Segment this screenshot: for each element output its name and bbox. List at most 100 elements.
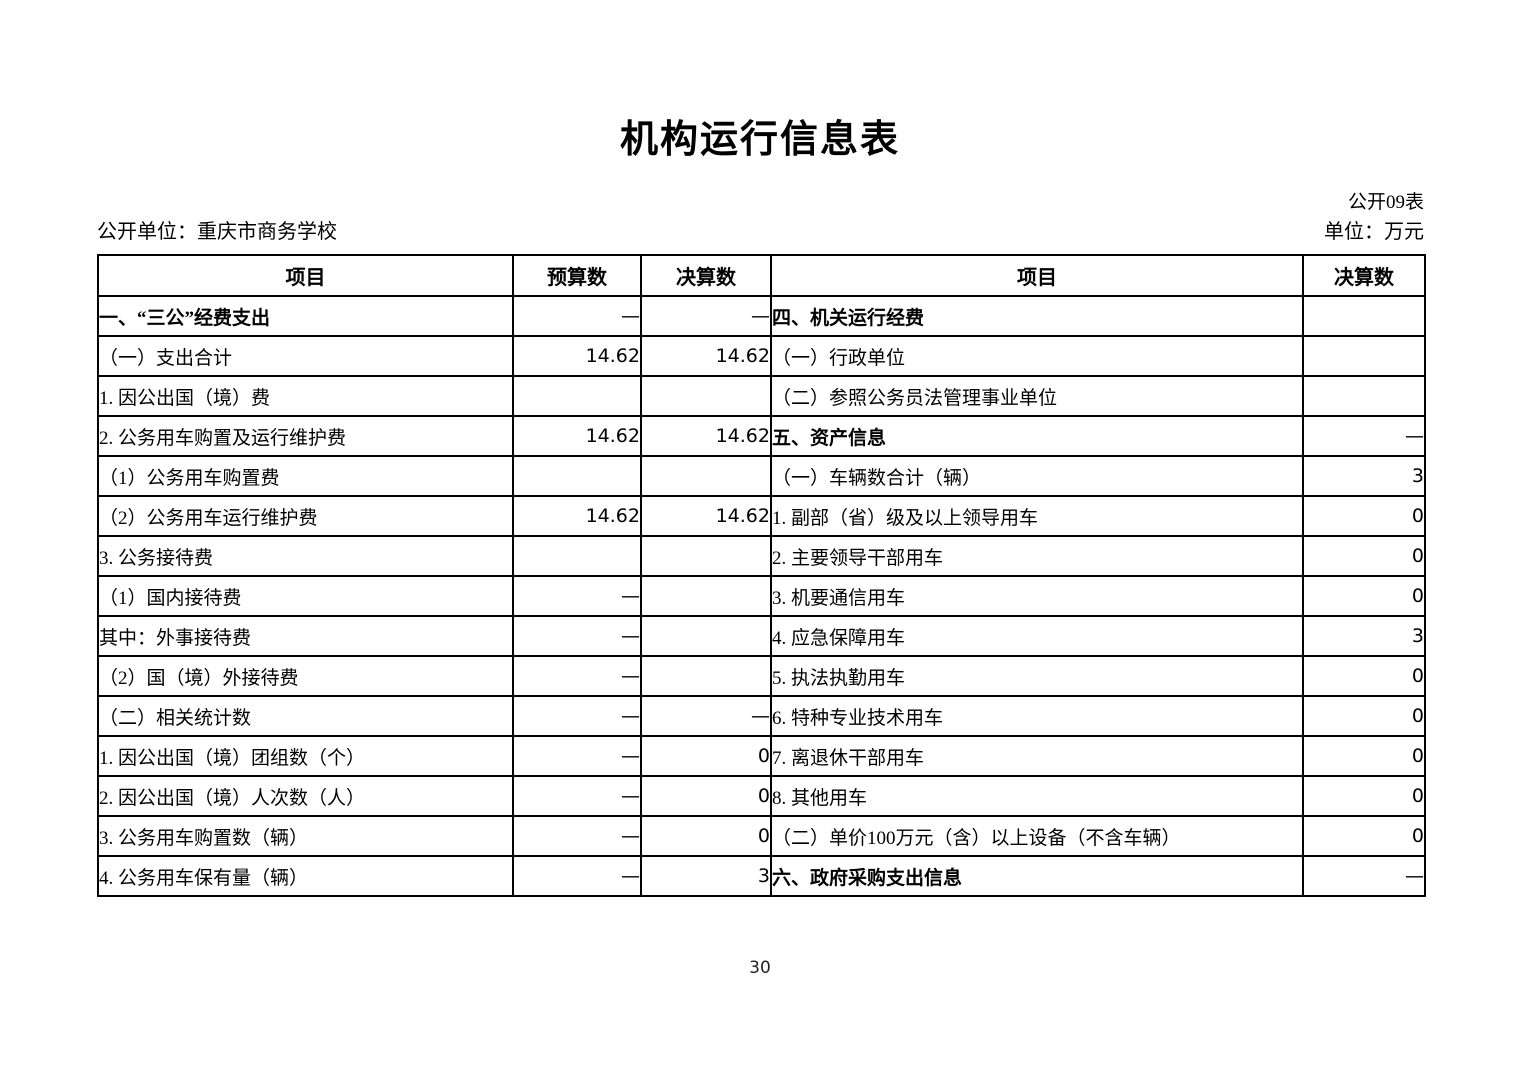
right-item-cell: 1. 副部（省）级及以上领导用车 [770,495,1304,537]
left-budget-cell: 14.62 [512,415,642,457]
left-budget-cell: — [512,735,642,777]
right-final-cell: 0 [1302,655,1426,697]
table-row: （2）公务用车运行维护费 14.62 14.62 1. 副部（省）级及以上领导用车 0 [97,495,1426,537]
left-item-cell: 1. 因公出国（境）团组数（个） [97,735,514,777]
table-row: （1）国内接待费 — 3. 机要通信用车 0 [97,575,1426,617]
right-final-cell [1302,335,1426,377]
right-final-cell: 0 [1302,775,1426,817]
info-table: 项目 预算数 决算数 项目 决算数 一、“三公”经费支出 — — 四、机关运行经费 （一… [97,254,1426,897]
left-final-cell [640,455,772,497]
left-final-cell: 0 [640,775,772,817]
header-row: 项目 预算数 决算数 项目 决算数 [97,254,1426,297]
left-final-cell [640,615,772,657]
right-item-cell: （一）行政单位 [770,335,1304,377]
right-item-cell: 6. 特种专业技术用车 [770,695,1304,737]
right-item-cell: 五、资产信息 [770,415,1304,457]
left-budget-cell [512,375,642,417]
right-final-cell: 0 [1302,495,1426,537]
table-row: 一、“三公”经费支出 — — 四、机关运行经费 [97,295,1426,337]
right-item-cell: （二）单价100万元（含）以上设备（不含车辆） [770,815,1304,857]
left-item-cell: 3. 公务用车购置数（辆） [97,815,514,857]
right-final-cell [1302,295,1426,337]
col-header-left-final: 决算数 [640,254,772,297]
left-final-cell [640,655,772,697]
left-budget-cell [512,455,642,497]
left-item-cell: 其中：外事接待费 [97,615,514,657]
content-area: 公开09表 公开单位：重庆市商务学校 单位：万元 项目 预算数 决算数 项目 决… [97,192,1426,897]
left-final-cell [640,535,772,577]
left-item-cell: （2）公务用车运行维护费 [97,495,514,537]
left-budget-cell [512,535,642,577]
col-header-left-item: 项目 [97,254,514,297]
right-item-cell: 8. 其他用车 [770,775,1304,817]
left-final-cell [640,375,772,417]
table-row: 2. 公务用车购置及运行维护费 14.62 14.62 五、资产信息 — [97,415,1426,457]
left-budget-cell: — [512,695,642,737]
table-row: 3. 公务用车购置数（辆） —0 （二）单价100万元（含）以上设备（不含车辆） 0 [97,815,1426,857]
table-row: 3. 公务接待费 2. 主要领导干部用车 0 [97,535,1426,577]
right-item-cell: 四、机关运行经费 [770,295,1304,337]
right-item-cell: 3. 机要通信用车 [770,575,1304,617]
left-item-cell: （2）国（境）外接待费 [97,655,514,697]
right-final-cell: — [1302,855,1426,897]
page-title: 机构运行信息表 [619,119,900,161]
right-item-cell: 7. 离退休干部用车 [770,735,1304,777]
left-budget-cell: — [512,615,642,657]
left-final-cell: — [640,295,772,337]
left-budget-cell: — [512,295,642,337]
right-item-cell: （一）车辆数合计（辆） [770,455,1304,497]
left-item-cell: （1）国内接待费 [97,575,514,617]
right-final-cell: 0 [1302,575,1426,617]
left-item-cell: （二）相关统计数 [97,695,514,737]
left-budget-cell: — [512,855,642,897]
table-row: 1. 因公出国（境）团组数（个） —0 7. 离退休干部用车 0 [97,735,1426,777]
right-final-cell: 0 [1302,695,1426,737]
col-header-left-budget: 预算数 [512,254,642,297]
left-item-cell: 4. 公务用车保有量（辆） [97,855,514,897]
col-header-right-item: 项目 [770,254,1304,297]
table-row: 其中：外事接待费 — 4. 应急保障用车 3 [97,615,1426,657]
table-row: （一）支出合计 14.62 14.62 （一）行政单位 [97,335,1426,377]
right-final-cell: 0 [1302,535,1426,577]
left-budget-cell: — [512,575,642,617]
table-row: （1）公务用车购置费 （一）车辆数合计（辆） 3 [97,455,1426,497]
left-budget-cell: 14.62 [512,335,642,377]
left-item-cell: 2. 因公出国（境）人次数（人） [97,775,514,817]
right-final-cell [1302,375,1426,417]
left-item-cell: （1）公务用车购置费 [97,455,514,497]
left-budget-cell: — [512,815,642,857]
right-final-cell: 3 [1302,455,1426,497]
left-final-cell: 14.62 [640,335,772,377]
page-number: 30 [749,958,771,978]
table-row: （2）国（境）外接待费 — 5. 执法执勤用车 0 [97,655,1426,697]
left-item-cell: （一）支出合计 [97,335,514,377]
meta-line: 公开单位：重庆市商务学校 单位：万元 [97,220,1424,244]
left-final-cell: 0 [640,735,772,777]
left-budget-cell: — [512,775,642,817]
left-final-cell [640,575,772,617]
publisher-label: 公开单位：重庆市商务学校 [97,221,337,243]
table-row: 1. 因公出国（境）费 （二）参照公务员法管理事业单位 [97,375,1426,417]
left-item-cell: 一、“三公”经费支出 [97,295,514,337]
table-row: （二）相关统计数 — —6. 特种专业技术用车 0 [97,695,1426,737]
right-item-cell: 4. 应急保障用车 [770,615,1304,657]
right-item-cell: （二）参照公务员法管理事业单位 [770,375,1304,417]
left-final-cell: 14.62 [640,415,772,457]
right-final-cell: 0 [1302,735,1426,777]
left-item-cell: 2. 公务用车购置及运行维护费 [97,415,514,457]
col-header-right-final: 决算数 [1302,254,1426,297]
table-code: 公开09表 [1347,192,1424,213]
left-item-cell: 3. 公务接待费 [97,535,514,577]
right-final-cell: 0 [1302,815,1426,857]
left-final-cell: — [640,695,772,737]
table-row: 4. 公务用车保有量（辆） —3 六、政府采购支出信息 — [97,855,1426,897]
right-item-cell: 六、政府采购支出信息 [770,855,1304,897]
table-row: 2. 因公出国（境）人次数（人） —0 8. 其他用车 0 [97,775,1426,817]
unit-label: 单位：万元 [1324,221,1424,243]
right-item-cell: 2. 主要领导干部用车 [770,535,1304,577]
left-final-cell: 0 [640,815,772,857]
right-item-cell: 5. 执法执勤用车 [770,655,1304,697]
right-final-cell: 3 [1302,615,1426,657]
left-item-cell: 1. 因公出国（境）费 [97,375,514,417]
